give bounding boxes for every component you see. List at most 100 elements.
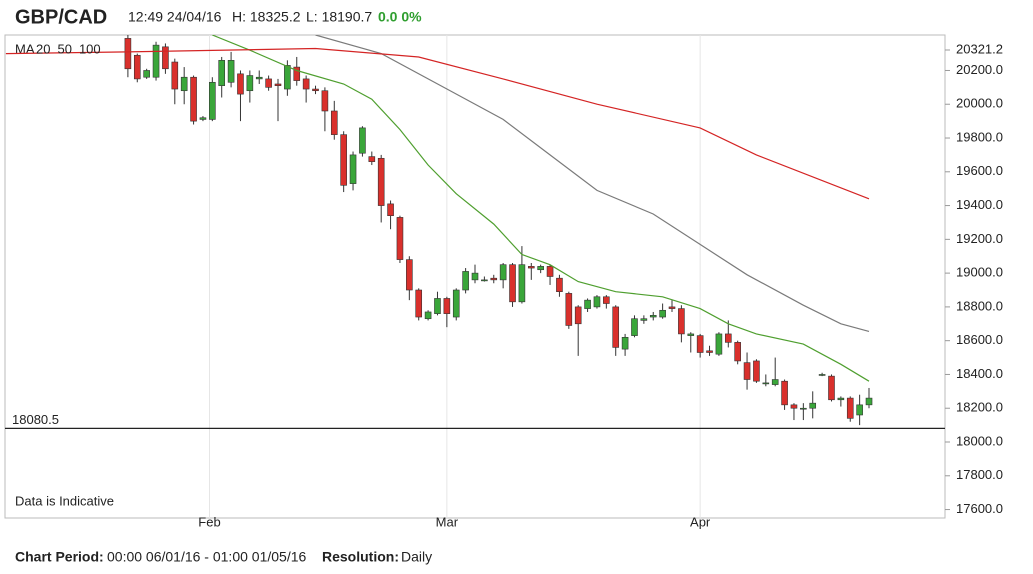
candle-body [265, 78, 272, 88]
candle-body [537, 266, 544, 271]
y-tick-label: 19000.0 [956, 265, 1003, 280]
candle-body [668, 306, 676, 309]
candle-body [518, 264, 526, 303]
ma-line [212, 35, 870, 382]
candle-body [424, 311, 432, 320]
candle-body [124, 38, 132, 70]
candle-body [593, 296, 601, 308]
period-label: Chart Period: [15, 549, 104, 565]
candle-body [368, 156, 376, 162]
candle-body [152, 44, 160, 78]
candle-body [481, 279, 488, 282]
candle-body [527, 266, 535, 269]
change-text: 0.0 0% [378, 9, 422, 25]
plot-layer [5, 35, 873, 426]
candle-body [377, 157, 385, 206]
candle-body [649, 315, 657, 318]
candle-body [509, 264, 516, 303]
candle-body [190, 76, 197, 122]
candle-body [302, 78, 310, 90]
candle-body [452, 289, 460, 318]
candle-body [659, 309, 666, 318]
candle-body [687, 333, 695, 336]
candle-body [818, 374, 826, 376]
legend-entry: 100 [79, 41, 101, 56]
candle-body [462, 271, 469, 291]
candle-body [227, 60, 235, 83]
candle-body [856, 404, 863, 416]
candle-body [209, 81, 216, 120]
legend-entry: 20 [36, 41, 50, 56]
candle-body [218, 60, 226, 86]
y-tick-label: 20200.0 [956, 62, 1003, 77]
candle-body [743, 362, 751, 380]
candle-body [556, 277, 563, 292]
candle-body [631, 318, 638, 336]
ma-line [5, 47, 870, 200]
candle-body [771, 379, 779, 385]
y-tick-label: 18000.0 [956, 433, 1003, 448]
candle-body [621, 336, 629, 350]
candle-body [724, 333, 732, 343]
candle-body [584, 299, 591, 309]
candle-body [640, 318, 648, 321]
timestamp: 12:49 24/04/16 [128, 9, 222, 25]
candle-body [237, 73, 244, 95]
candle-body [340, 134, 347, 186]
candle-body [678, 308, 685, 335]
y-tick-label: 19800.0 [956, 129, 1003, 144]
candle-body [762, 382, 770, 385]
y-tick-label: 18800.0 [956, 298, 1003, 313]
candle-body [753, 360, 760, 382]
candle-body [490, 277, 498, 281]
candle-body [255, 76, 263, 80]
candle-body [284, 65, 291, 90]
ma-label: MA [15, 41, 35, 56]
low-text: L: 18190.7 [306, 9, 372, 25]
x-tick-label: Apr [690, 514, 711, 529]
candle-body [349, 154, 357, 184]
resolution-label: Resolution: [322, 549, 399, 565]
candle-body [809, 402, 817, 409]
note: Data is Indicative [15, 493, 114, 508]
candle-body [133, 54, 141, 80]
candle-body [800, 407, 807, 410]
y-tick-label: 18600.0 [956, 332, 1003, 347]
candle-body [706, 350, 713, 353]
x-tick-label: Mar [436, 514, 459, 529]
candle-body [293, 66, 301, 81]
ma-line [315, 35, 870, 332]
candle-body [837, 397, 845, 401]
legend-entry: 50 [57, 41, 71, 56]
candle-body [321, 90, 329, 112]
y-tick-label: 19600.0 [956, 163, 1003, 178]
candle-body [143, 70, 150, 78]
candle-body [359, 127, 366, 154]
period: 00:00 06/01/16 - 01:00 01/05/16 [107, 549, 306, 565]
y-tick-label: 18400.0 [956, 366, 1003, 381]
high-text: H: 18325.2 [232, 9, 301, 25]
y-tick-label: 17800.0 [956, 467, 1003, 482]
candle-body [396, 217, 404, 260]
candle-body [846, 397, 854, 419]
candle-body [781, 380, 788, 406]
reference-label: 18080.5 [12, 412, 59, 427]
candle-body [828, 375, 835, 401]
candle-body [499, 264, 507, 281]
candle-body [199, 117, 207, 120]
candle-body [574, 306, 582, 325]
y-tick-label: 19200.0 [956, 231, 1003, 246]
candle-body [180, 76, 188, 92]
candle-body [471, 272, 479, 281]
candle-body [274, 83, 282, 86]
x-tick-label: Feb [198, 514, 220, 529]
candle-body [696, 335, 704, 353]
candle-body [790, 404, 798, 409]
candle-body [415, 289, 423, 318]
y-tick-label: 18200.0 [956, 400, 1003, 415]
y-tick-label: 17600.0 [956, 501, 1003, 516]
resolution: Daily [401, 549, 432, 565]
candle-body [406, 259, 413, 291]
candle-body [565, 293, 573, 326]
